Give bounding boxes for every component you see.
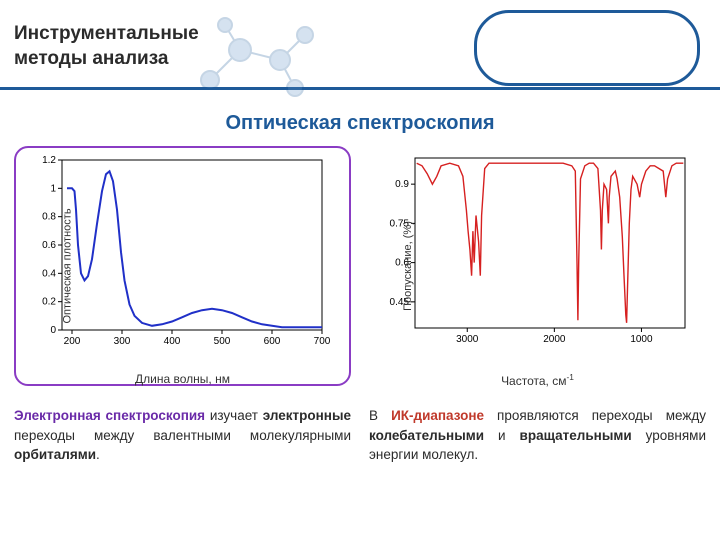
- ir-xlabel: Частота, см-1: [369, 372, 706, 388]
- svg-text:1000: 1000: [630, 334, 653, 345]
- ir-ylabel: Пропускание, (%): [402, 221, 414, 311]
- ir-caption-highlight: ИК-диапазоне: [391, 408, 484, 423]
- section-subtitle: Оптическая спектроскопия: [0, 112, 720, 135]
- ir-xlabel-exponent: -1: [566, 372, 573, 382]
- title-line-1: Инструментальные: [14, 23, 199, 44]
- ir-chart: 3000200010000.450.60.750.9: [373, 150, 693, 350]
- left-column: Оптическая плотность 200 300 400 500 600 700 0…: [14, 146, 351, 526]
- svg-text:600: 600: [264, 336, 281, 347]
- svg-text:2000: 2000: [543, 334, 566, 345]
- content-area: Оптическая плотность 200 300 400 500 600 700 0…: [14, 146, 706, 526]
- ir-chart-frame: Пропускание, (%) 3000200010000.450.60.75…: [369, 146, 706, 386]
- svg-text:0: 0: [50, 325, 56, 336]
- page-title: Инструментальные методы анализа: [14, 22, 199, 71]
- svg-text:400: 400: [164, 336, 181, 347]
- svg-text:300: 300: [114, 336, 131, 347]
- svg-text:700: 700: [314, 336, 330, 347]
- svg-text:500: 500: [214, 336, 231, 347]
- svg-text:0.9: 0.9: [395, 179, 409, 190]
- right-column: Пропускание, (%) 3000200010000.450.60.75…: [369, 146, 706, 526]
- svg-text:0.6: 0.6: [42, 240, 56, 251]
- header-bar: Инструментальные методы анализа: [0, 0, 720, 90]
- svg-text:1: 1: [50, 183, 56, 194]
- svg-text:1.2: 1.2: [42, 155, 56, 166]
- title-line-2: методы анализа: [14, 48, 168, 69]
- uv-vis-caption: Электронная спектроскопия изучает электр…: [14, 406, 351, 465]
- molecule-decoration: [190, 10, 320, 100]
- svg-text:3000: 3000: [456, 334, 479, 345]
- svg-text:0.2: 0.2: [42, 297, 56, 308]
- uv-vis-chart-frame: Оптическая плотность 200 300 400 500 600 700 0…: [14, 146, 351, 386]
- svg-text:0.4: 0.4: [42, 268, 56, 279]
- uv-vis-caption-highlight: Электронная спектроскопия: [14, 408, 205, 423]
- svg-text:0.8: 0.8: [42, 212, 56, 223]
- svg-text:200: 200: [64, 336, 81, 347]
- ir-caption: В ИК-диапазоне проявляются переходы межд…: [369, 406, 706, 465]
- uv-vis-ylabel: Оптическая плотность: [62, 208, 74, 323]
- uv-vis-xlabel: Длина волны, нм: [16, 372, 349, 386]
